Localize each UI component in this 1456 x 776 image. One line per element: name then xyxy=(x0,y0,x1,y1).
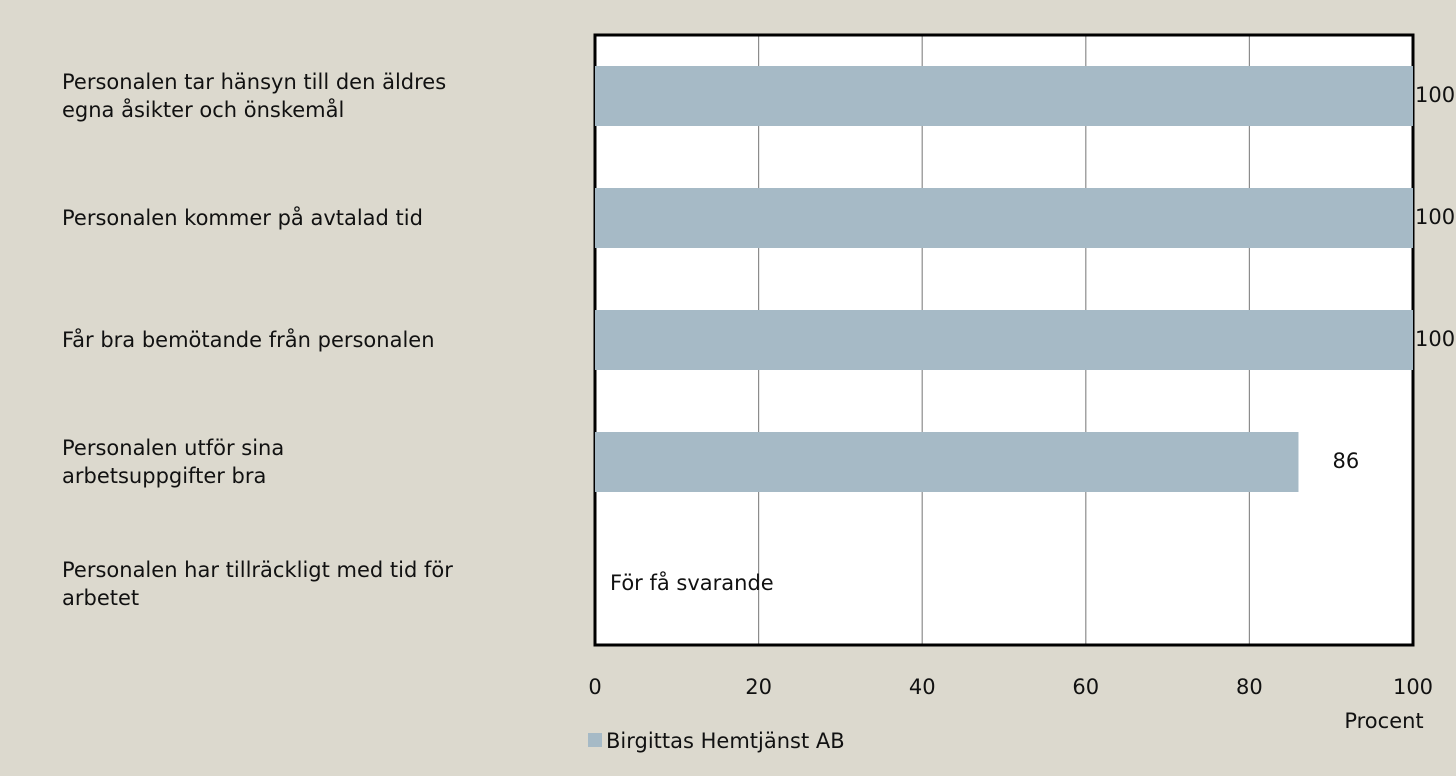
y-tick-label: Personalen utför sina arbetsuppgifter br… xyxy=(62,436,285,488)
data-label: 100 xyxy=(1415,205,1455,229)
data-label: 100 xyxy=(1415,327,1455,351)
x-tick-label: 80 xyxy=(1236,675,1263,699)
y-tick-label: Personalen kommer på avtalad tid xyxy=(62,206,423,230)
y-tick-label: Personalen tar hänsyn till den äldres eg… xyxy=(62,70,447,122)
annotation: För få svarande xyxy=(610,570,774,595)
bar xyxy=(595,66,1413,126)
y-tick-label: Personalen har tillräckligt med tid för … xyxy=(62,558,453,610)
x-tick-label: 20 xyxy=(745,675,772,699)
bar xyxy=(595,432,1299,492)
bar xyxy=(595,188,1413,248)
data-label: 100 xyxy=(1415,83,1455,107)
data-label: 86 xyxy=(1332,449,1359,473)
legend-swatch xyxy=(588,733,602,747)
x-tick-label: 40 xyxy=(909,675,936,699)
x-tick-label: 60 xyxy=(1072,675,1099,699)
y-tick-label: Får bra bemötande från personalen xyxy=(62,328,435,352)
legend-label: Birgittas Hemtjänst AB xyxy=(606,729,845,753)
x-tick-label: 100 xyxy=(1393,675,1433,699)
bar xyxy=(595,310,1413,370)
x-axis-label: Procent xyxy=(1344,709,1423,733)
x-tick-label: 0 xyxy=(588,675,601,699)
